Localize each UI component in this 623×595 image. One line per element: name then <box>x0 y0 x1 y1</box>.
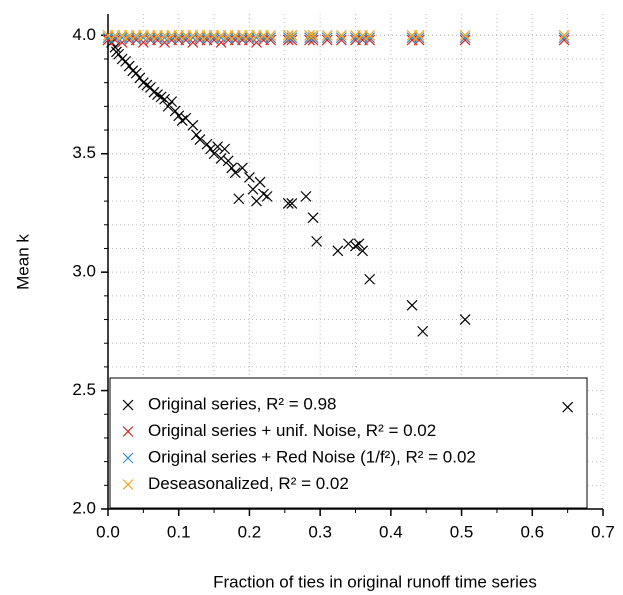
legend-label: Deseasonalized, R² = 0.02 <box>148 474 349 493</box>
point <box>166 96 178 108</box>
point <box>459 29 471 41</box>
point <box>130 34 142 46</box>
point <box>190 129 202 141</box>
point <box>413 29 425 41</box>
x-tick-label: 0.1 <box>167 522 191 541</box>
point <box>304 29 315 41</box>
legend-label: Original series + Red Noise (1/f²), R² =… <box>148 447 476 466</box>
y-tick-label: 3.5 <box>72 143 96 162</box>
point <box>244 171 255 183</box>
point <box>300 190 312 202</box>
point <box>233 193 245 205</box>
x-tick-label: 0.7 <box>591 522 615 541</box>
point <box>226 162 238 174</box>
point <box>229 167 241 179</box>
point <box>201 138 213 150</box>
point <box>335 32 347 44</box>
point <box>155 91 167 103</box>
x-tick-label: 0.4 <box>379 522 403 541</box>
point <box>353 238 365 250</box>
x-tick-label: 0.6 <box>520 522 544 541</box>
x-tick-label: 0.0 <box>96 522 120 541</box>
y-axis-label: Mean k <box>13 234 32 290</box>
point <box>120 55 132 67</box>
point <box>321 32 333 44</box>
point <box>162 100 174 112</box>
point <box>205 143 216 155</box>
point <box>254 176 266 188</box>
y-tick-label: 2.0 <box>72 498 96 517</box>
point <box>130 67 142 79</box>
point <box>364 29 376 41</box>
legend-marker <box>122 426 134 437</box>
point <box>562 401 574 413</box>
point <box>215 153 227 164</box>
point <box>222 155 234 167</box>
point <box>152 34 163 46</box>
point <box>413 34 425 46</box>
x-axis-label: Fraction of ties in original runoff time… <box>213 572 537 591</box>
point <box>332 245 344 257</box>
point <box>286 29 298 41</box>
point <box>558 32 570 44</box>
point <box>187 119 199 131</box>
point <box>321 34 333 46</box>
x-tick-label: 0.3 <box>308 522 332 541</box>
point <box>236 162 248 174</box>
point <box>307 212 319 224</box>
point <box>406 299 418 311</box>
point <box>311 235 323 247</box>
point <box>335 29 347 41</box>
legend-box <box>109 377 588 509</box>
point <box>335 34 347 46</box>
x-tick-label: 0.2 <box>238 522 262 541</box>
point <box>413 32 425 44</box>
point <box>219 143 231 155</box>
point <box>261 190 273 202</box>
legend-marker <box>122 399 134 411</box>
point <box>176 115 188 127</box>
point <box>459 314 471 325</box>
point <box>558 34 570 46</box>
point <box>109 34 121 46</box>
legend-marker <box>122 452 134 464</box>
point <box>208 148 220 160</box>
point <box>265 29 277 41</box>
point <box>244 34 255 46</box>
point <box>169 105 181 117</box>
point <box>208 34 220 46</box>
point <box>343 238 354 250</box>
point <box>364 273 376 285</box>
point <box>152 89 163 100</box>
legend-label: Original series, R² = 0.98 <box>148 394 337 413</box>
x-tick-label: 0.5 <box>450 522 474 541</box>
point <box>321 29 333 41</box>
point <box>282 198 294 209</box>
y-tick-label: 3.0 <box>72 262 96 281</box>
legend-label: Original series + unif. Noise, R² = 0.02 <box>148 421 436 440</box>
y-tick-label: 2.5 <box>72 380 96 399</box>
point <box>159 93 170 105</box>
point <box>459 32 471 44</box>
point <box>180 34 192 46</box>
point <box>364 34 376 46</box>
point <box>558 29 570 41</box>
y-tick-label: 4.0 <box>72 25 96 44</box>
point <box>459 34 471 46</box>
point <box>357 245 368 257</box>
point <box>265 34 277 46</box>
legend-marker <box>122 479 134 490</box>
point <box>282 29 294 41</box>
point <box>148 86 160 98</box>
point <box>212 141 224 153</box>
point <box>265 32 277 44</box>
point <box>307 29 319 41</box>
point <box>173 110 185 122</box>
point <box>194 134 206 145</box>
point <box>258 188 269 200</box>
point <box>286 198 298 209</box>
point <box>364 32 376 44</box>
point <box>417 325 429 337</box>
